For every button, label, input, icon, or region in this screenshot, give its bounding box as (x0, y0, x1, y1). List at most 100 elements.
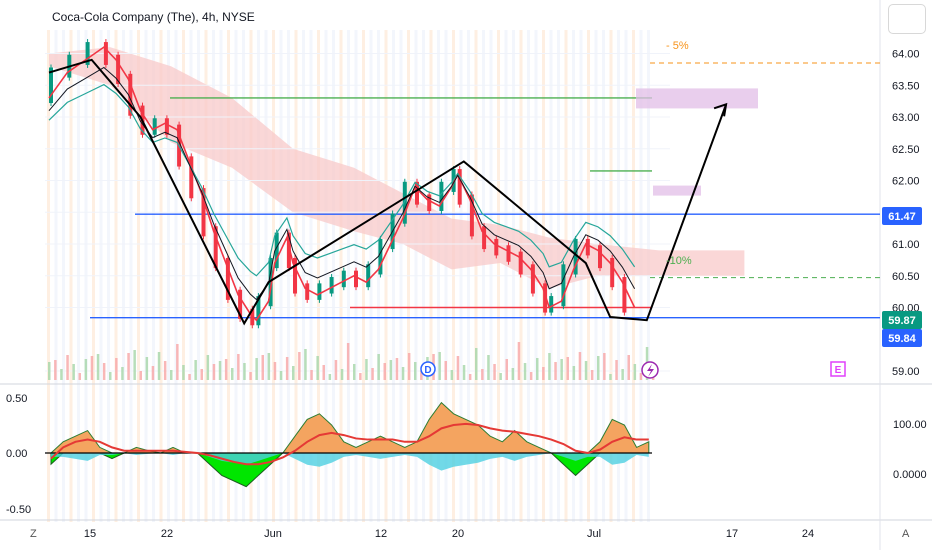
volume-bar (109, 372, 112, 380)
volume-bar (139, 371, 142, 380)
volume-bar (517, 342, 521, 380)
zone-box (653, 185, 701, 196)
candle-body (201, 188, 206, 237)
volume-bar (121, 367, 124, 380)
volume-bar (72, 364, 75, 380)
price-label-text: 59.87 (888, 315, 916, 327)
auto-scale-button[interactable]: A (902, 528, 910, 540)
time-tick-label: 20 (452, 528, 464, 540)
volume-bar (84, 359, 88, 380)
pattern-drawing[interactable] (48, 58, 728, 326)
price-label-badge (882, 207, 922, 225)
volume-bar (456, 356, 460, 380)
dividend-marker[interactable] (420, 361, 436, 377)
candle-body (366, 264, 371, 288)
zigzag-pattern-line[interactable] (48, 58, 728, 326)
candle-body (116, 54, 121, 84)
candle-body (598, 245, 602, 269)
volume-bar (615, 360, 618, 380)
oscillator-left-tick: 0.00 (6, 448, 27, 460)
price-label-badge (882, 311, 922, 329)
volume-bar (182, 365, 185, 380)
candle-body (402, 181, 407, 224)
volume-bar (267, 353, 271, 380)
volume-bar (639, 373, 643, 380)
candle-body (152, 118, 157, 135)
percent-annotation: -10% (666, 255, 692, 267)
volume-bar (633, 364, 637, 380)
volume-bar (304, 349, 307, 380)
candle-body (354, 270, 358, 288)
volume-bar (493, 364, 496, 380)
volume-bar (237, 354, 240, 380)
volume-bar (127, 353, 130, 380)
volume-bar (224, 359, 228, 380)
volume-bar (536, 358, 539, 380)
volume-bar (200, 369, 203, 380)
volume-bar (279, 371, 283, 380)
candle-body (341, 270, 346, 288)
price-tick-label: 64.00 (892, 49, 920, 61)
price-label-text: 61.47 (888, 211, 916, 223)
price-tick-label: 63.00 (892, 112, 920, 124)
time-tick-label: 24 (802, 528, 814, 540)
candle-body (543, 283, 548, 313)
volume-bar (310, 370, 313, 380)
oscillator-cyan-area (51, 453, 649, 471)
zone-boxes (636, 88, 758, 196)
candle-body (482, 226, 487, 250)
candle-body (268, 257, 273, 307)
earnings-marker[interactable] (830, 361, 846, 377)
volume-bar (584, 361, 588, 380)
oscillator-pane (45, 401, 652, 488)
volume-bar (255, 358, 258, 380)
chart-menu-button[interactable] (888, 4, 926, 34)
volume-bar (243, 363, 246, 380)
candle-body (530, 264, 535, 294)
candle-body (274, 232, 279, 269)
volume-bar (176, 344, 179, 380)
volume-bar (383, 363, 386, 380)
volume-bar (273, 362, 277, 380)
timezone-button[interactable]: Z (30, 528, 37, 540)
volume-bar (450, 370, 454, 380)
chart-title: Coca-Cola Company (The), 4h, NYSE (52, 10, 255, 24)
candle-body (585, 238, 590, 256)
volume-bar (572, 366, 576, 380)
candle-body (238, 289, 243, 319)
candle-body (518, 251, 523, 275)
candle-body (85, 42, 90, 65)
volume-bar (529, 372, 533, 380)
candle-body (457, 169, 462, 205)
oscillator-left-tick: -0.50 (6, 504, 31, 516)
arrow-head (713, 102, 728, 117)
time-tick-label: 15 (84, 528, 96, 540)
ichimoku-cloud (49, 47, 745, 289)
volume-bar (597, 356, 600, 380)
oscillator-left-tick: 0.50 (6, 393, 27, 405)
volume-bar (554, 362, 557, 380)
volume-bar (328, 374, 332, 380)
volume-bar (218, 361, 222, 380)
candle-body (305, 283, 310, 300)
baseline-line (48, 83, 636, 277)
price-tick-label: 62.00 (892, 176, 920, 188)
candle-body (164, 118, 169, 135)
price-tick-label: 63.50 (892, 80, 920, 92)
volume-bar (292, 366, 295, 380)
price-tick-label: 59.00 (892, 366, 920, 378)
volume-bar (133, 350, 136, 380)
volume-bar (102, 363, 106, 380)
price-tick-label: 60.50 (892, 271, 920, 283)
volume-bar (261, 355, 264, 380)
volume-bar (157, 352, 161, 380)
volume-bar (359, 373, 362, 380)
volume-bar (438, 352, 441, 380)
candle-body (622, 277, 627, 313)
volume-bar (395, 358, 399, 380)
volume-bar (298, 352, 301, 380)
volume-bar (548, 353, 551, 380)
